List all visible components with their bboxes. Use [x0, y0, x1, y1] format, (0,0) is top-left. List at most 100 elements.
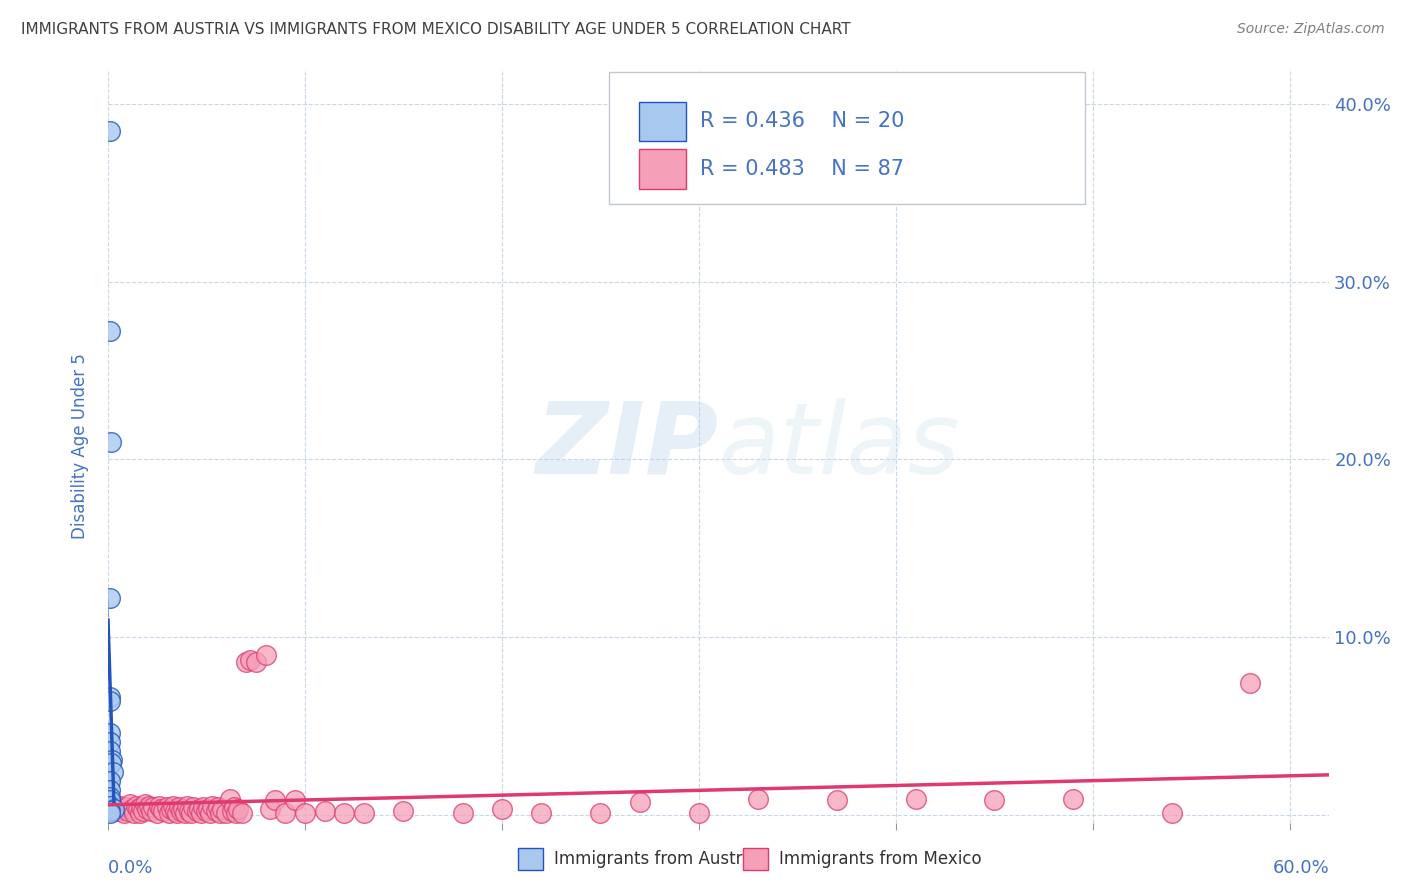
Point: [195, 804, 218, 818]
Point: [197, 802, 219, 816]
Point: [200, 805, 222, 820]
Point: [191, 800, 214, 814]
Point: [207, 800, 229, 814]
Point: [1160, 805, 1182, 820]
Point: [163, 804, 186, 818]
Point: [688, 805, 710, 820]
Point: [103, 802, 125, 816]
Point: [156, 800, 179, 814]
Point: [98, 802, 121, 816]
Point: [111, 802, 134, 816]
Point: [98, 798, 121, 813]
Point: [121, 802, 143, 816]
Point: [108, 798, 131, 813]
Point: [98, 726, 121, 740]
Point: [98, 804, 121, 818]
Point: [128, 805, 150, 820]
Point: [98, 789, 121, 804]
Point: [131, 800, 153, 814]
Point: [172, 802, 194, 816]
Text: R = 0.436    N = 20: R = 0.436 N = 20: [700, 112, 904, 131]
Point: [904, 791, 927, 805]
Point: [226, 802, 249, 816]
Point: [209, 805, 232, 820]
Point: [98, 793, 121, 807]
Point: [530, 805, 553, 820]
Text: Source: ZipAtlas.com: Source: ZipAtlas.com: [1237, 22, 1385, 37]
Point: [118, 797, 141, 811]
Point: [100, 756, 122, 770]
Point: [176, 798, 198, 813]
Point: [103, 804, 125, 818]
Point: [181, 800, 204, 814]
Point: [98, 690, 121, 705]
Point: [314, 804, 336, 818]
Point: [98, 735, 121, 749]
Point: [98, 694, 121, 708]
Point: [589, 805, 612, 820]
Point: [294, 805, 316, 820]
Point: [136, 802, 159, 816]
Point: [222, 800, 245, 814]
Point: [170, 804, 193, 818]
Point: [142, 800, 165, 814]
Point: [221, 804, 243, 818]
Point: [98, 591, 121, 605]
Point: [101, 798, 124, 813]
Point: [215, 805, 238, 820]
Point: [333, 805, 356, 820]
Point: [201, 798, 224, 813]
Point: [98, 124, 121, 138]
Point: [98, 744, 121, 758]
Point: [100, 752, 122, 766]
Point: [150, 802, 173, 816]
Point: [239, 653, 262, 667]
Point: [112, 805, 135, 820]
Point: [100, 434, 122, 449]
Point: [101, 764, 124, 779]
Point: [173, 805, 195, 820]
Text: IMMIGRANTS FROM AUSTRIA VS IMMIGRANTS FROM MEXICO DISABILITY AGE UNDER 5 CORRELA: IMMIGRANTS FROM AUSTRIA VS IMMIGRANTS FR…: [21, 22, 851, 37]
Text: Immigrants from Mexico: Immigrants from Mexico: [779, 850, 981, 868]
Point: [122, 805, 145, 820]
Point: [98, 325, 121, 339]
Point: [451, 805, 474, 820]
Text: Immigrants from Austria: Immigrants from Austria: [554, 850, 758, 868]
Text: 60.0%: 60.0%: [1272, 859, 1329, 877]
Point: [146, 805, 169, 820]
Point: [353, 805, 375, 820]
Point: [259, 802, 281, 816]
Point: [231, 805, 253, 820]
Point: [264, 793, 287, 807]
Y-axis label: Disability Age Under 5: Disability Age Under 5: [72, 353, 89, 539]
Point: [180, 805, 202, 820]
Point: [148, 798, 170, 813]
Point: [98, 805, 121, 820]
Point: [392, 804, 415, 818]
Point: [284, 793, 307, 807]
Point: [103, 797, 125, 811]
FancyBboxPatch shape: [609, 72, 1085, 204]
Point: [124, 798, 146, 813]
Point: [117, 804, 139, 818]
Point: [235, 655, 257, 669]
Bar: [640, 149, 686, 188]
Point: [138, 798, 160, 813]
Point: [104, 800, 127, 814]
Point: [166, 805, 188, 820]
Point: [177, 804, 200, 818]
Point: [127, 802, 149, 816]
Point: [152, 804, 174, 818]
Point: [167, 800, 190, 814]
Point: [98, 782, 121, 797]
Text: ZIP: ZIP: [536, 398, 718, 494]
Bar: [640, 102, 686, 141]
Point: [254, 648, 277, 662]
Text: R = 0.483    N = 87: R = 0.483 N = 87: [700, 159, 904, 179]
Point: [211, 802, 233, 816]
Text: atlas: atlas: [718, 398, 960, 494]
Point: [162, 798, 184, 813]
Point: [186, 804, 208, 818]
Point: [219, 791, 242, 805]
Point: [825, 793, 848, 807]
